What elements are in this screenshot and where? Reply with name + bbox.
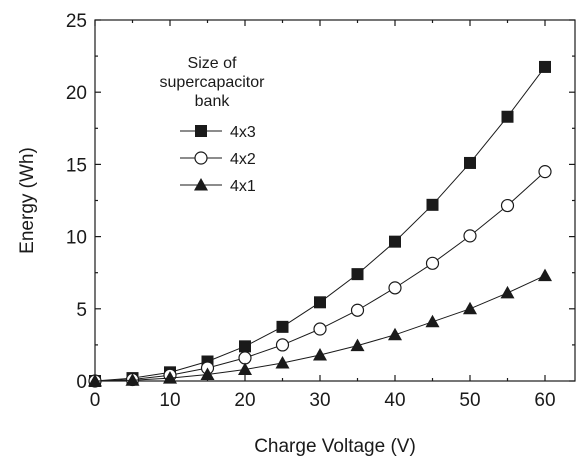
marker-square xyxy=(539,60,551,73)
marker-square xyxy=(195,125,207,137)
marker-square xyxy=(426,198,439,211)
marker-triangle xyxy=(125,373,140,386)
y-tick-label: 15 xyxy=(66,155,87,176)
legend-title-line: Size of xyxy=(188,55,237,72)
x-tick-label: 10 xyxy=(159,390,180,411)
marker-circle xyxy=(388,281,402,295)
x-tick-label: 60 xyxy=(534,390,555,411)
x-tick-label: 0 xyxy=(90,390,101,411)
marker-circle xyxy=(313,322,327,336)
marker-triangle xyxy=(500,285,515,299)
marker-circle xyxy=(538,165,552,179)
x-tick-label: 50 xyxy=(459,390,480,411)
x-tick-label: 30 xyxy=(309,390,330,411)
marker-circle xyxy=(425,256,440,270)
marker-triangle xyxy=(275,355,290,369)
marker-triangle xyxy=(238,362,252,375)
series-layer xyxy=(88,60,552,388)
marker-square xyxy=(351,268,364,281)
marker-circle xyxy=(194,151,208,165)
marker-triangle xyxy=(200,367,215,381)
marker-triangle xyxy=(425,314,440,328)
marker-square xyxy=(276,320,289,333)
legend-title-line: supercapacitor xyxy=(160,74,266,91)
marker-square xyxy=(239,340,251,353)
marker-triangle xyxy=(463,301,477,315)
legend: Size of supercapacitor bank 4x3 4x2 4x1 xyxy=(160,55,266,195)
marker-triangle xyxy=(163,371,177,384)
y-tick-label: 0 xyxy=(76,372,87,393)
legend-label: 4x1 xyxy=(230,178,256,195)
marker-triangle xyxy=(88,374,102,387)
axes: 0 10 20 30 40 50 60 0 5 10 15 20 25 xyxy=(66,11,576,411)
marker-square xyxy=(314,296,326,309)
legend-label: 4x2 xyxy=(230,151,256,168)
series-4x3 xyxy=(89,60,551,387)
y-tick-label: 20 xyxy=(66,83,87,104)
y-axis-title: Energy (Wh) xyxy=(17,147,38,254)
marker-circle xyxy=(500,198,515,213)
x-tick-label: 40 xyxy=(384,390,405,411)
marker-square xyxy=(501,110,514,123)
marker-circle xyxy=(275,338,290,352)
marker-circle xyxy=(350,303,365,317)
marker-triangle xyxy=(350,338,365,352)
marker-triangle xyxy=(194,178,208,191)
marker-circle xyxy=(463,229,477,243)
legend-label: 4x3 xyxy=(230,124,256,141)
legend-title-line: bank xyxy=(195,93,231,110)
y-tick-label: 10 xyxy=(66,228,87,249)
y-tick-label: 25 xyxy=(66,11,87,32)
marker-square xyxy=(389,235,401,248)
marker-triangle xyxy=(313,348,327,361)
series-4x1 xyxy=(88,268,552,387)
marker-triangle xyxy=(388,327,402,341)
x-tick-label: 20 xyxy=(234,390,255,411)
marker-triangle xyxy=(538,268,552,282)
x-axis-title: Charge Voltage (V) xyxy=(254,436,416,457)
y-tick-label: 5 xyxy=(76,300,87,321)
marker-circle xyxy=(238,351,252,365)
marker-square xyxy=(464,156,476,169)
